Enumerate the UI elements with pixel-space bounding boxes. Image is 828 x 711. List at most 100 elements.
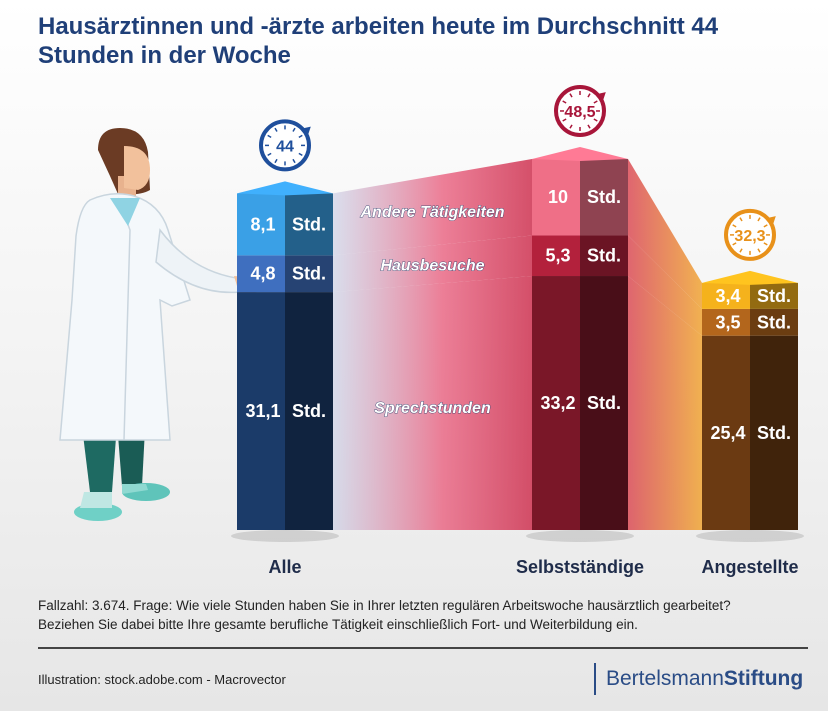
series-label: Hausbesuche — [380, 258, 484, 275]
bar-segment-side — [285, 292, 333, 530]
unit-label: Std. — [587, 393, 621, 413]
bar-segment — [532, 276, 580, 530]
data-label: 5,3 — [545, 246, 570, 266]
clock-tick — [562, 118, 567, 122]
data-label: 4,8 — [250, 264, 275, 284]
brand-name-part2: Stiftung — [723, 667, 804, 690]
clock-tick — [739, 248, 743, 253]
bar-segment — [532, 235, 580, 277]
clock-tick — [298, 134, 303, 139]
brand-name-part1: Bertelsmann — [606, 667, 724, 690]
unit-label: Std. — [292, 214, 326, 234]
data-label: 25,4 — [710, 423, 745, 443]
divider — [38, 647, 808, 649]
clock-tick — [732, 224, 737, 228]
bar-segment-side — [580, 276, 628, 530]
clock-tick — [739, 217, 743, 222]
clock-tick — [569, 93, 573, 98]
flow-band — [628, 235, 702, 336]
unit-label: Std. — [757, 286, 791, 306]
clock-tick — [274, 158, 278, 164]
unit-label: Std. — [757, 423, 791, 443]
total-label: 32,3 — [734, 228, 765, 245]
data-label: 10 — [548, 187, 568, 207]
footnote-line-2: Beziehen Sie dabei bitte Ihre gesamte be… — [38, 617, 638, 632]
bar-segment — [237, 255, 285, 293]
clock-tick — [587, 93, 591, 98]
category-label: Angestellte — [701, 557, 798, 577]
category-label: Alle — [268, 557, 301, 577]
brand-bar — [594, 663, 596, 695]
bar-segment-side — [285, 193, 333, 256]
bar-cap — [702, 270, 798, 285]
bar-segment — [532, 158, 580, 236]
bar-segment — [702, 308, 750, 336]
clock-arrow-icon — [301, 126, 311, 136]
stacked-bar-chart: 31,1 Std. 4,8 Std. 8,1 Std. Alle 44 33,2 Std. 5,3 S… — [59, 84, 804, 577]
chart-title: Hausärztinnen und -ärzte arbeiten heute … — [38, 13, 719, 69]
clock-arrow-icon — [766, 216, 776, 226]
bar-segment — [702, 335, 750, 530]
footnote: Fallzahl: 3.674. Frage: Wie viele Stunde… — [38, 596, 818, 634]
unit-label: Std. — [587, 246, 621, 266]
clock-tick — [292, 158, 296, 164]
clock-tick — [267, 134, 272, 139]
data-label: 3,5 — [715, 312, 740, 332]
labels-layer: 31,1 Std. 4,8 Std. 8,1 Std. Alle 44 33,2 Std. 5,3 S… — [245, 84, 799, 577]
series-label: Sprechstunden — [374, 400, 491, 417]
total-label: 48,5 — [564, 104, 595, 121]
clock-tick — [587, 124, 591, 129]
clock-tick — [292, 127, 296, 132]
clock-tick — [757, 248, 761, 253]
bar-segment — [702, 282, 750, 309]
bar-shadow — [696, 530, 804, 542]
image-credit: Illustration: stock.adobe.com - Macrovec… — [38, 672, 286, 687]
flow-bands — [333, 158, 702, 530]
footnote-line-1: Fallzahl: 3.674. Frage: Wie viele Stunde… — [38, 598, 731, 613]
bar-segment-side — [580, 158, 628, 236]
doctor-illustration — [59, 128, 268, 521]
unit-label: Std. — [292, 401, 326, 421]
bar-cap — [532, 146, 628, 161]
category-label: Selbstständige — [516, 557, 644, 577]
data-label: 33,2 — [540, 393, 575, 413]
bar-segment-side — [580, 235, 628, 277]
clock-tick — [763, 242, 768, 246]
bar-segment-side — [750, 308, 798, 336]
clock-icon — [554, 84, 606, 137]
bar-segment — [237, 292, 285, 530]
flow-band — [628, 158, 702, 309]
clock-icon — [259, 119, 311, 172]
clock-tick — [562, 100, 567, 104]
data-label: 3,4 — [715, 286, 740, 306]
flow-band — [333, 158, 532, 256]
unit-label: Std. — [292, 264, 326, 284]
bar-segment-side — [750, 282, 798, 309]
clock-tick — [593, 100, 598, 104]
data-label: 8,1 — [250, 214, 275, 234]
bars-layer — [231, 146, 804, 542]
clock-arrow-icon — [596, 92, 606, 102]
clock-tick — [732, 242, 737, 246]
flow-band — [333, 276, 532, 530]
unit-label: Std. — [757, 312, 791, 332]
flow-band — [628, 276, 702, 530]
clock-tick — [298, 152, 303, 157]
clock-tick — [569, 124, 573, 129]
brand-logo: BertelsmannStiftung — [594, 663, 803, 695]
clock-tick — [763, 224, 768, 228]
data-label: 31,1 — [245, 401, 280, 421]
clock-tick — [267, 152, 272, 157]
clock-tick — [593, 118, 598, 122]
bar-cap — [237, 181, 333, 196]
bar-shadow — [231, 530, 339, 542]
bar-segment — [237, 193, 285, 256]
clock-tick — [274, 127, 278, 132]
bar-segment-side — [750, 335, 798, 530]
bar-shadow — [526, 530, 634, 542]
total-label: 44 — [276, 138, 294, 155]
unit-label: Std. — [587, 187, 621, 207]
flow-band — [333, 235, 532, 293]
clock-icon — [724, 208, 776, 261]
clock-tick — [757, 217, 761, 222]
